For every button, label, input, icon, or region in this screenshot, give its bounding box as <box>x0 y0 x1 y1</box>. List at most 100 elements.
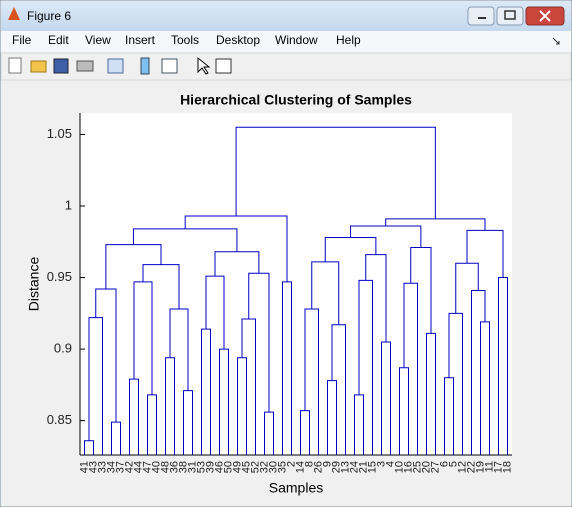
leaf-label: 22 <box>465 461 477 473</box>
window-buttons[interactable] <box>467 6 565 26</box>
leaf-label: 15 <box>366 461 378 473</box>
leaf-label: 45 <box>240 461 252 473</box>
leaf-label: 32 <box>258 461 270 473</box>
link <box>304 308 319 455</box>
link <box>133 281 153 395</box>
leaf-label: 50 <box>222 461 234 473</box>
leaf-label: 42 <box>123 461 135 473</box>
link <box>327 380 337 455</box>
leaf-label: 48 <box>159 461 171 473</box>
dendrogram: 0.85 0.9 0.95 1 1.05 414333343742444740483638… <box>47 126 514 473</box>
link <box>241 318 256 455</box>
leaf-label: 25 <box>411 461 423 473</box>
link <box>282 281 292 455</box>
menu-item[interactable]: Desktop <box>216 33 260 47</box>
leaf-label: 3 <box>375 461 387 467</box>
link <box>183 390 193 455</box>
close-icon <box>539 10 551 22</box>
leaf-label: 35 <box>276 461 288 473</box>
leaf-label: 34 <box>105 461 117 473</box>
y-tick-label: 0.95 <box>47 269 72 284</box>
save-icon[interactable] <box>53 58 69 74</box>
link <box>403 282 418 455</box>
new-icon[interactable] <box>8 57 22 74</box>
leaf-label: 40 <box>150 461 162 473</box>
menu-item[interactable]: Tools <box>171 33 199 47</box>
link <box>324 236 377 262</box>
window-title: Figure 6 <box>27 9 71 23</box>
link-icon[interactable] <box>107 58 124 74</box>
link <box>111 421 121 455</box>
leaf-label: 37 <box>114 461 126 473</box>
dock-arrow[interactable] <box>552 37 560 45</box>
toolbar-icons[interactable] <box>8 56 232 75</box>
leaf-label: 38 <box>177 461 189 473</box>
menu-item[interactable]: View <box>85 33 111 47</box>
link <box>381 341 391 455</box>
menu-item[interactable]: File <box>12 33 32 47</box>
link <box>358 279 373 455</box>
leaf-label: 33 <box>96 461 108 473</box>
menu-item[interactable]: Edit <box>48 33 69 47</box>
plot-area <box>80 113 512 455</box>
link <box>219 348 229 455</box>
toolbar <box>0 52 572 81</box>
leaf-label: 39 <box>204 461 216 473</box>
leaf-label: 41 <box>78 461 90 473</box>
leaf-label: 2 <box>285 461 297 467</box>
print-icon[interactable] <box>76 60 94 72</box>
leaf-label: 30 <box>267 461 279 473</box>
leaf-label: 17 <box>492 461 504 473</box>
maximize-button[interactable] <box>496 6 524 26</box>
pointer-icon[interactable] <box>197 56 211 75</box>
leaf-label: 9 <box>321 461 333 467</box>
chart-title: Hierarchical Clustering of Samples <box>180 92 412 108</box>
open-icon[interactable] <box>30 60 47 73</box>
link <box>498 277 508 455</box>
leaf-label: 29 <box>330 461 342 473</box>
leaf-label: 36 <box>168 461 180 473</box>
leaf-label: 47 <box>141 461 153 473</box>
menu-item[interactable]: Insert <box>125 33 156 47</box>
link <box>132 228 238 252</box>
leaf-label: 12 <box>456 461 468 473</box>
y-tick-label: 0.85 <box>47 412 72 427</box>
app-icon <box>8 7 20 20</box>
link <box>165 357 175 455</box>
leaf-label: 46 <box>213 461 225 473</box>
x-axis-label: Samples <box>269 480 323 496</box>
leaf-label: 10 <box>393 461 405 473</box>
link <box>235 126 436 219</box>
y-axis-label: Distance <box>26 257 42 312</box>
link <box>354 394 364 455</box>
leaf-label: 19 <box>474 461 486 473</box>
leaf-label: 27 <box>429 461 441 473</box>
colorbar-icon[interactable] <box>140 57 150 75</box>
leaf-label: 24 <box>348 461 360 473</box>
leaf-label: 11 <box>483 461 495 472</box>
menu-bar <box>1 31 571 52</box>
maximize-icon <box>504 10 516 20</box>
leaf-label: 53 <box>195 461 207 473</box>
leaf-label: 14 <box>294 461 306 473</box>
y-tick-label: 1 <box>65 197 72 212</box>
y-tick-label: 1.05 <box>47 126 72 141</box>
link <box>248 272 270 413</box>
leaf-label: 5 <box>447 461 459 467</box>
y-tick-label: 0.9 <box>54 341 72 356</box>
leaf-label: 49 <box>231 461 243 473</box>
minimize-icon <box>478 17 486 19</box>
menu-item[interactable]: Window <box>275 33 318 47</box>
leaf-label: 20 <box>420 461 432 473</box>
minimize-button[interactable] <box>467 6 495 26</box>
link <box>105 244 162 290</box>
menu-item[interactable]: Help <box>336 33 361 47</box>
leaf-label: 44 <box>132 461 144 473</box>
legend-icon[interactable] <box>161 58 178 74</box>
property-icon[interactable] <box>215 58 232 74</box>
link <box>466 229 504 278</box>
leaf-label: 43 <box>87 461 99 473</box>
leaf-label: 26 <box>312 461 324 473</box>
leaf-label: 52 <box>249 461 261 473</box>
